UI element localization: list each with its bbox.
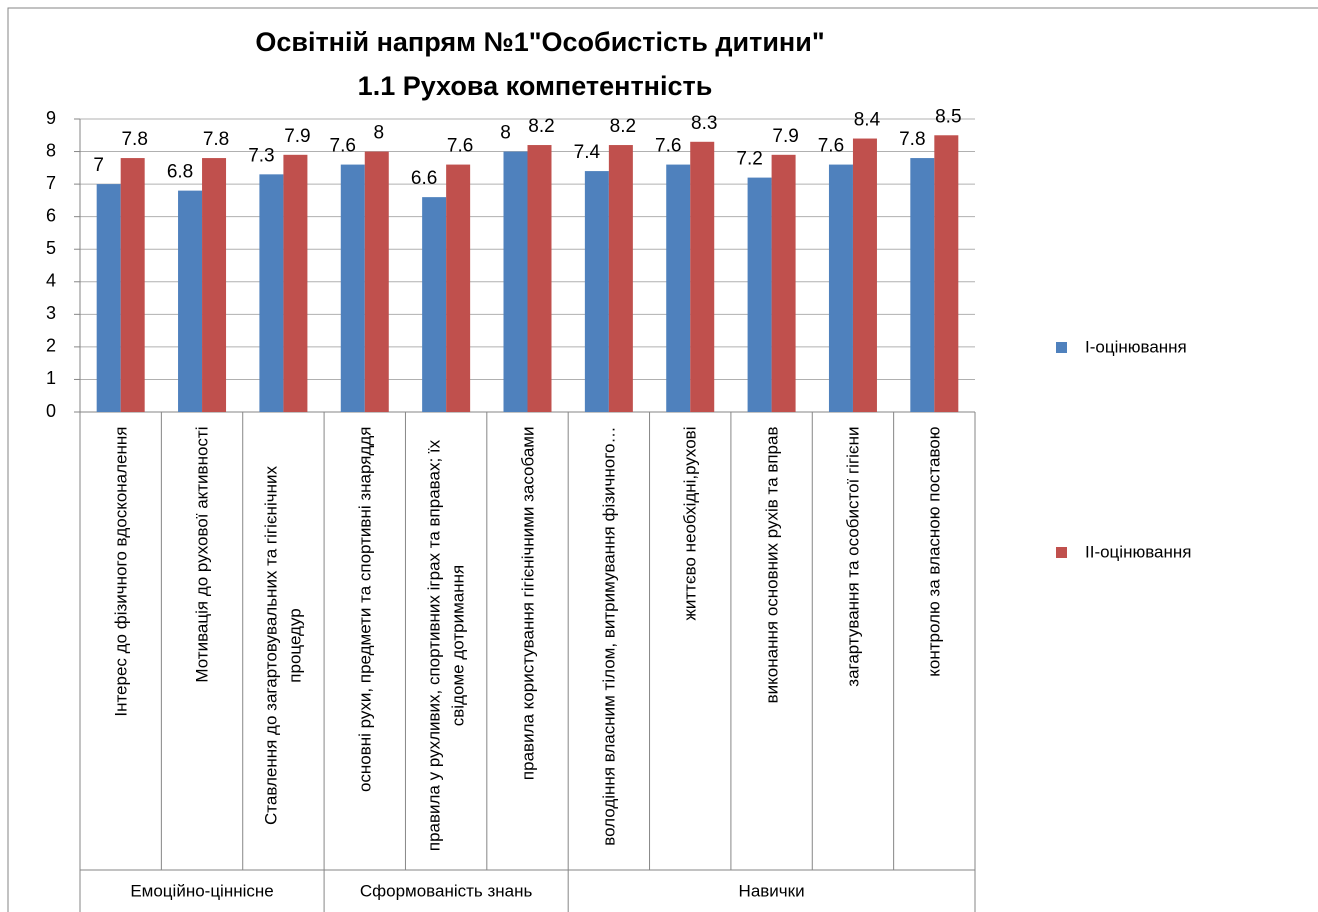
bar	[527, 145, 552, 413]
y-tick-label: 0	[46, 401, 56, 421]
bar	[422, 197, 447, 412]
y-tick-label: 9	[46, 108, 56, 128]
bar	[178, 190, 203, 412]
bar	[747, 177, 772, 412]
bar	[666, 164, 691, 412]
data-label: 7.3	[248, 145, 274, 166]
x-tick-label: загартування та особистої гігієни	[842, 426, 862, 687]
data-label: 7.6	[447, 136, 473, 157]
data-label: 8.2	[610, 116, 636, 137]
bar	[283, 154, 308, 413]
data-label: 8.3	[691, 113, 717, 134]
legend-label: II-оцінювання	[1085, 542, 1192, 561]
bar	[910, 158, 935, 412]
data-label: 8.4	[854, 110, 881, 131]
group-label: Сформованість знань	[360, 881, 533, 900]
data-label: 8.5	[935, 106, 961, 127]
x-tick-label: Ставлення до загартовувальних та гігієні…	[261, 465, 305, 825]
data-label: 7.8	[121, 129, 147, 150]
data-label: 7.4	[574, 142, 601, 163]
group-label: Емоційно-ціннісне	[130, 881, 273, 900]
bar	[584, 171, 609, 412]
x-tick-label: правила користування гігієнічними засоба…	[517, 426, 537, 780]
bar	[690, 141, 715, 413]
data-label: 7.8	[899, 129, 925, 150]
bar	[96, 184, 121, 412]
data-label: 8	[500, 123, 511, 144]
bar	[771, 154, 796, 413]
data-label: 8.2	[528, 116, 554, 137]
chart-frame	[7, 7, 1318, 912]
legend-label: I-оцінювання	[1085, 337, 1187, 356]
bar	[608, 145, 633, 413]
x-tick-label: Мотивація до рухової активності	[192, 426, 212, 683]
y-tick-label: 5	[46, 238, 56, 258]
data-label: 8	[373, 123, 384, 144]
x-tick-label: Інтерес до фізичного вдосконалення	[110, 426, 130, 717]
data-label: 7.2	[736, 149, 762, 170]
bar	[446, 164, 471, 412]
data-label: 7.6	[655, 136, 681, 157]
bar	[340, 164, 365, 412]
bar	[934, 135, 959, 412]
x-tick-label: основні рухи, предмети та спортивні знар…	[354, 426, 374, 792]
data-label: 7.8	[203, 129, 229, 150]
data-label: 7.6	[330, 136, 356, 157]
chart-title: Освітній напрям №1"Особистість дитини"	[255, 27, 824, 57]
data-label: 7.6	[818, 136, 844, 157]
bar	[364, 151, 389, 413]
bar	[503, 151, 528, 413]
x-tick-label: виконання основних рухів та вправ	[761, 426, 781, 703]
y-tick-label: 8	[46, 140, 56, 160]
x-tick-label: життєво необхідні,рухові	[680, 426, 700, 621]
y-tick-label: 4	[46, 271, 56, 291]
group-label: Навички	[739, 881, 805, 900]
legend-swatch	[1056, 342, 1067, 353]
data-label: 6.6	[411, 168, 437, 189]
y-tick-label: 7	[46, 173, 56, 193]
y-tick-label: 1	[46, 368, 56, 388]
x-tick-label: володіння власним тілом, витримування фі…	[598, 426, 618, 846]
bar	[852, 138, 877, 413]
data-label: 7.9	[772, 126, 798, 147]
legend-swatch	[1056, 547, 1067, 558]
bar	[828, 164, 853, 412]
y-tick-label: 6	[46, 205, 56, 225]
x-tick-label: контролю за власною поставою	[924, 426, 944, 677]
data-label: 7	[93, 155, 104, 176]
bar	[120, 158, 145, 412]
y-tick-label: 3	[46, 303, 56, 323]
data-label: 6.8	[167, 162, 193, 183]
chart-subtitle: 1.1 Рухова компетентність	[358, 71, 713, 101]
data-label: 7.9	[284, 126, 310, 147]
y-tick-label: 2	[46, 336, 56, 356]
bar	[202, 158, 227, 412]
bar	[259, 174, 284, 412]
x-tick-label: правила у рухливих, спортивних іграх та …	[424, 439, 468, 851]
